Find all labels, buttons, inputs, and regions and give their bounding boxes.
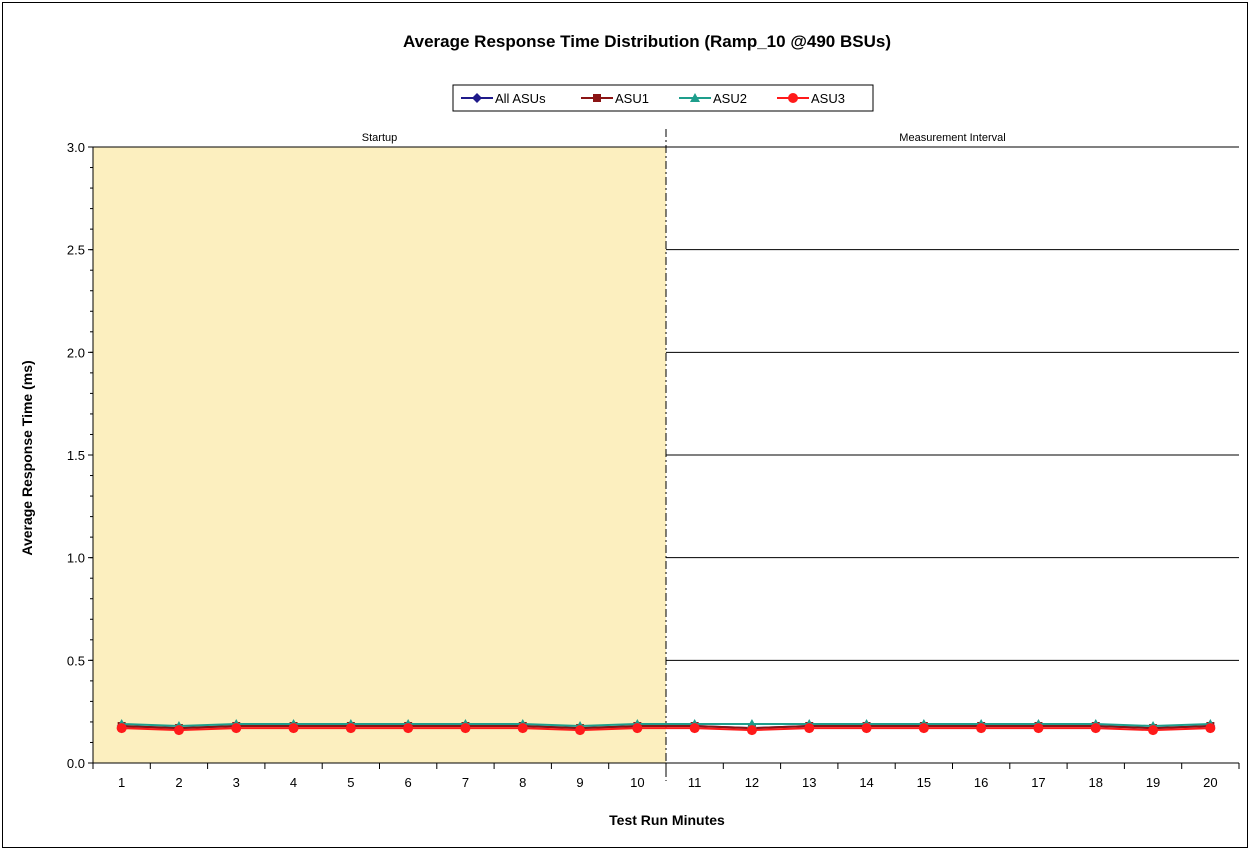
y-tick-label: 1.5 bbox=[67, 448, 85, 463]
chart-title: Average Response Time Distribution (Ramp… bbox=[403, 32, 891, 51]
data-point bbox=[288, 723, 299, 734]
data-point bbox=[689, 723, 700, 734]
data-point bbox=[1148, 725, 1159, 736]
legend-marker bbox=[593, 94, 601, 102]
legend-label: ASU1 bbox=[615, 91, 649, 106]
data-point bbox=[632, 723, 643, 734]
data-point bbox=[1205, 723, 1216, 734]
legend-marker bbox=[788, 93, 798, 103]
x-tick-label: 17 bbox=[1031, 775, 1045, 790]
legend-marker bbox=[690, 93, 700, 102]
data-point bbox=[116, 723, 127, 734]
x-tick-label: 16 bbox=[974, 775, 988, 790]
x-tick-label: 14 bbox=[859, 775, 873, 790]
data-point bbox=[861, 723, 872, 734]
region-label: Startup bbox=[362, 132, 397, 144]
x-tick-label: 10 bbox=[630, 775, 644, 790]
y-tick-label: 0.5 bbox=[67, 653, 85, 668]
data-point bbox=[345, 723, 356, 734]
data-point bbox=[460, 723, 471, 734]
region-startup bbox=[93, 147, 666, 763]
x-tick-label: 1 bbox=[118, 775, 125, 790]
data-point bbox=[918, 723, 929, 734]
data-point bbox=[1090, 723, 1101, 734]
chart-legend: All ASUs ASU1 ASU2 ASU3 bbox=[452, 84, 874, 112]
x-tick-label: 6 bbox=[405, 775, 412, 790]
x-tick-label: 2 bbox=[175, 775, 182, 790]
x-tick-label: 4 bbox=[290, 775, 297, 790]
data-point bbox=[231, 723, 242, 734]
data-point bbox=[403, 723, 414, 734]
x-tick-label: 20 bbox=[1203, 775, 1217, 790]
x-tick-label: 11 bbox=[688, 775, 702, 790]
y-axis-label: Average Response Time (ms) bbox=[19, 360, 35, 555]
region-label: Measurement Interval bbox=[899, 132, 1005, 144]
x-tick-label: 18 bbox=[1089, 775, 1103, 790]
x-tick-label: 8 bbox=[519, 775, 526, 790]
legend-label: ASU2 bbox=[713, 91, 747, 106]
response-time-chart: Average Response Time Distribution (Ramp… bbox=[19, 32, 1240, 828]
data-point bbox=[804, 723, 815, 734]
x-tick-label: 3 bbox=[233, 775, 240, 790]
x-axis-label: Test Run Minutes bbox=[609, 812, 725, 828]
data-point bbox=[746, 725, 757, 736]
x-tick-label: 15 bbox=[917, 775, 931, 790]
x-tick-label: 7 bbox=[462, 775, 469, 790]
y-tick-label: 2.5 bbox=[67, 243, 85, 258]
plot-area: Startup Measurement Interval 0.0 0.5 1.0 1.5 2… bbox=[67, 129, 1240, 790]
x-tick-label: 9 bbox=[576, 775, 583, 790]
data-point bbox=[517, 723, 528, 734]
y-tick-label: 0.0 bbox=[67, 756, 85, 771]
data-point bbox=[173, 725, 184, 736]
data-point bbox=[1033, 723, 1044, 734]
x-tick-label: 19 bbox=[1146, 775, 1160, 790]
x-tick-label: 12 bbox=[745, 775, 759, 790]
y-tick-label: 3.0 bbox=[67, 140, 85, 155]
data-point bbox=[976, 723, 987, 734]
data-point bbox=[575, 725, 586, 736]
series-asu3 bbox=[116, 723, 1216, 736]
series-line bbox=[121, 725, 1211, 730]
legend-label: All ASUs bbox=[495, 91, 546, 106]
legend-label: ASU3 bbox=[811, 91, 845, 106]
series-line bbox=[121, 727, 1211, 732]
series-line bbox=[121, 722, 1211, 728]
legend-marker bbox=[472, 93, 482, 103]
data-point bbox=[746, 718, 757, 728]
x-tick-label: 13 bbox=[802, 775, 816, 790]
y-tick-label: 2.0 bbox=[67, 345, 85, 360]
x-tick-label: 5 bbox=[347, 775, 354, 790]
y-tick-label: 1.0 bbox=[67, 551, 85, 566]
